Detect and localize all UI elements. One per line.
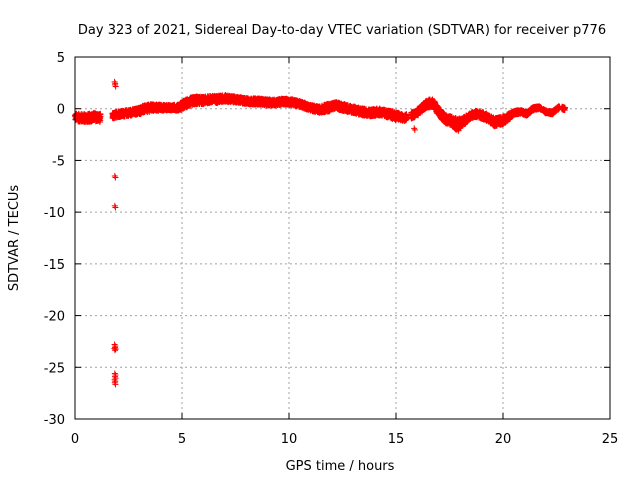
data-point — [97, 113, 104, 120]
chart-title: Day 323 of 2021, Sidereal Day-to-day VTE… — [78, 23, 606, 38]
data-points — [71, 78, 569, 388]
